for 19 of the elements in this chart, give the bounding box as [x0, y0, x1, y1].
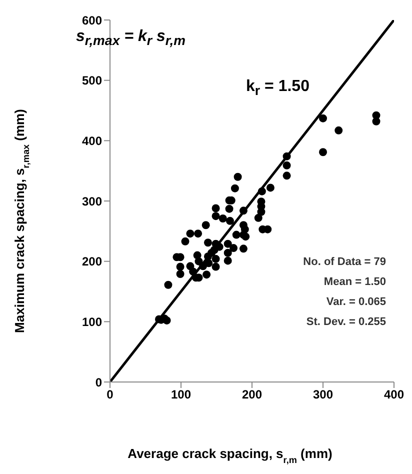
- y-tick-label: 100: [82, 314, 102, 329]
- annotation: St. Dev. = 0.255: [306, 316, 386, 328]
- x-tick-label: 0: [106, 388, 114, 402]
- annotation: s$_{r,max}$ = k$_{r}$ s$_{r,m}$: [76, 28, 186, 48]
- x-tick-label: 100: [170, 388, 192, 402]
- x-tick-label: 300: [312, 388, 334, 402]
- annotation: Var. = 0.065: [326, 296, 386, 308]
- x-axis-title: Average crack spacing, s$_{r,m}$ (mm): [128, 446, 332, 465]
- x-tick-label: 400: [384, 388, 404, 402]
- x-tick-label: 200: [242, 388, 262, 402]
- annotation: Mean = 1.50: [324, 276, 386, 288]
- y-tick-label: 600: [82, 13, 102, 28]
- y-tick-label: 500: [82, 74, 102, 88]
- annotation: k$_{r}$ = 1.50: [246, 78, 310, 98]
- y-tick-label: 400: [82, 134, 102, 148]
- y-tick-label: 0: [95, 375, 102, 390]
- annotation: No. of Data = 79: [303, 256, 386, 268]
- y-tick-label: 200: [82, 254, 102, 269]
- y-tick-label: 300: [82, 194, 102, 208]
